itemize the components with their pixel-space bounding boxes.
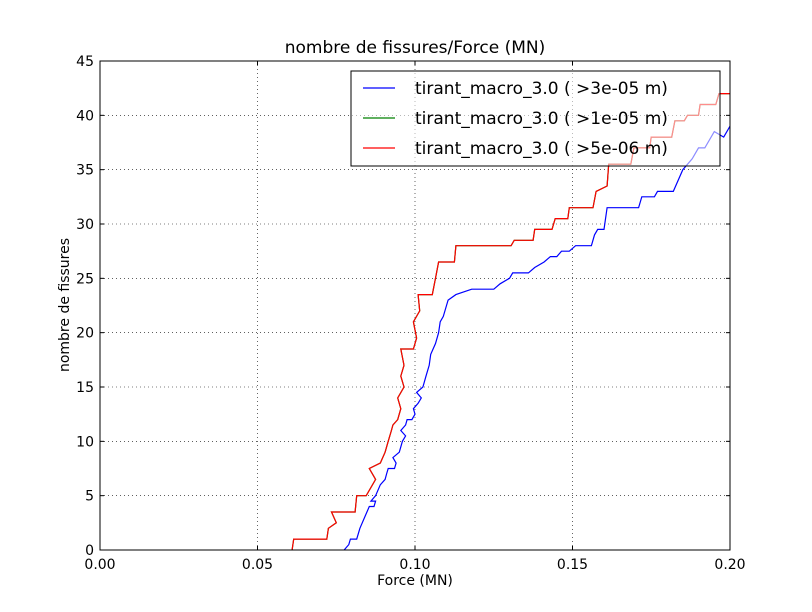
ticks: 0.00 0.05 0.10 0.15 0.20 0 5 10 15 20 25 30 35 40 45 xyxy=(76,54,745,573)
x-tick-label: 0.00 xyxy=(84,557,115,573)
x-axis-label: Force (MN) xyxy=(377,573,453,589)
y-tick-label: 45 xyxy=(76,54,94,70)
y-tick-label: 15 xyxy=(76,380,94,396)
chart-title: nombre de fissures/Force (MN) xyxy=(285,38,546,58)
x-tick-label: 0.15 xyxy=(557,557,588,573)
y-tick-label: 20 xyxy=(76,326,94,342)
legend-label-1: tirant_macro_3.0 ( >3e-05 m) xyxy=(415,79,668,99)
y-axis-label: nombre de fissures xyxy=(57,238,73,372)
x-tick-label: 0.10 xyxy=(399,557,430,573)
y-tick-label: 30 xyxy=(76,217,94,233)
legend-label-3: tirant_macro_3.0 ( >5e-06 m) xyxy=(415,139,668,159)
legend-label-2: tirant_macro_3.0 ( >1e-05 m) xyxy=(415,109,668,129)
series-line-1 xyxy=(343,125,730,550)
y-tick-label: 10 xyxy=(76,434,94,450)
x-tick-label: 0.20 xyxy=(714,557,745,573)
x-tick-label: 0.05 xyxy=(242,557,273,573)
legend: tirant_macro_3.0 ( >3e-05 m) tirant_macro… xyxy=(350,70,721,167)
y-tick-label: 0 xyxy=(85,543,94,559)
y-tick-label: 5 xyxy=(85,489,94,505)
grid xyxy=(100,61,730,550)
y-tick-label: 35 xyxy=(76,163,94,179)
y-tick-label: 25 xyxy=(76,271,94,287)
legend-box xyxy=(350,70,721,167)
y-tick-label: 40 xyxy=(76,108,94,124)
